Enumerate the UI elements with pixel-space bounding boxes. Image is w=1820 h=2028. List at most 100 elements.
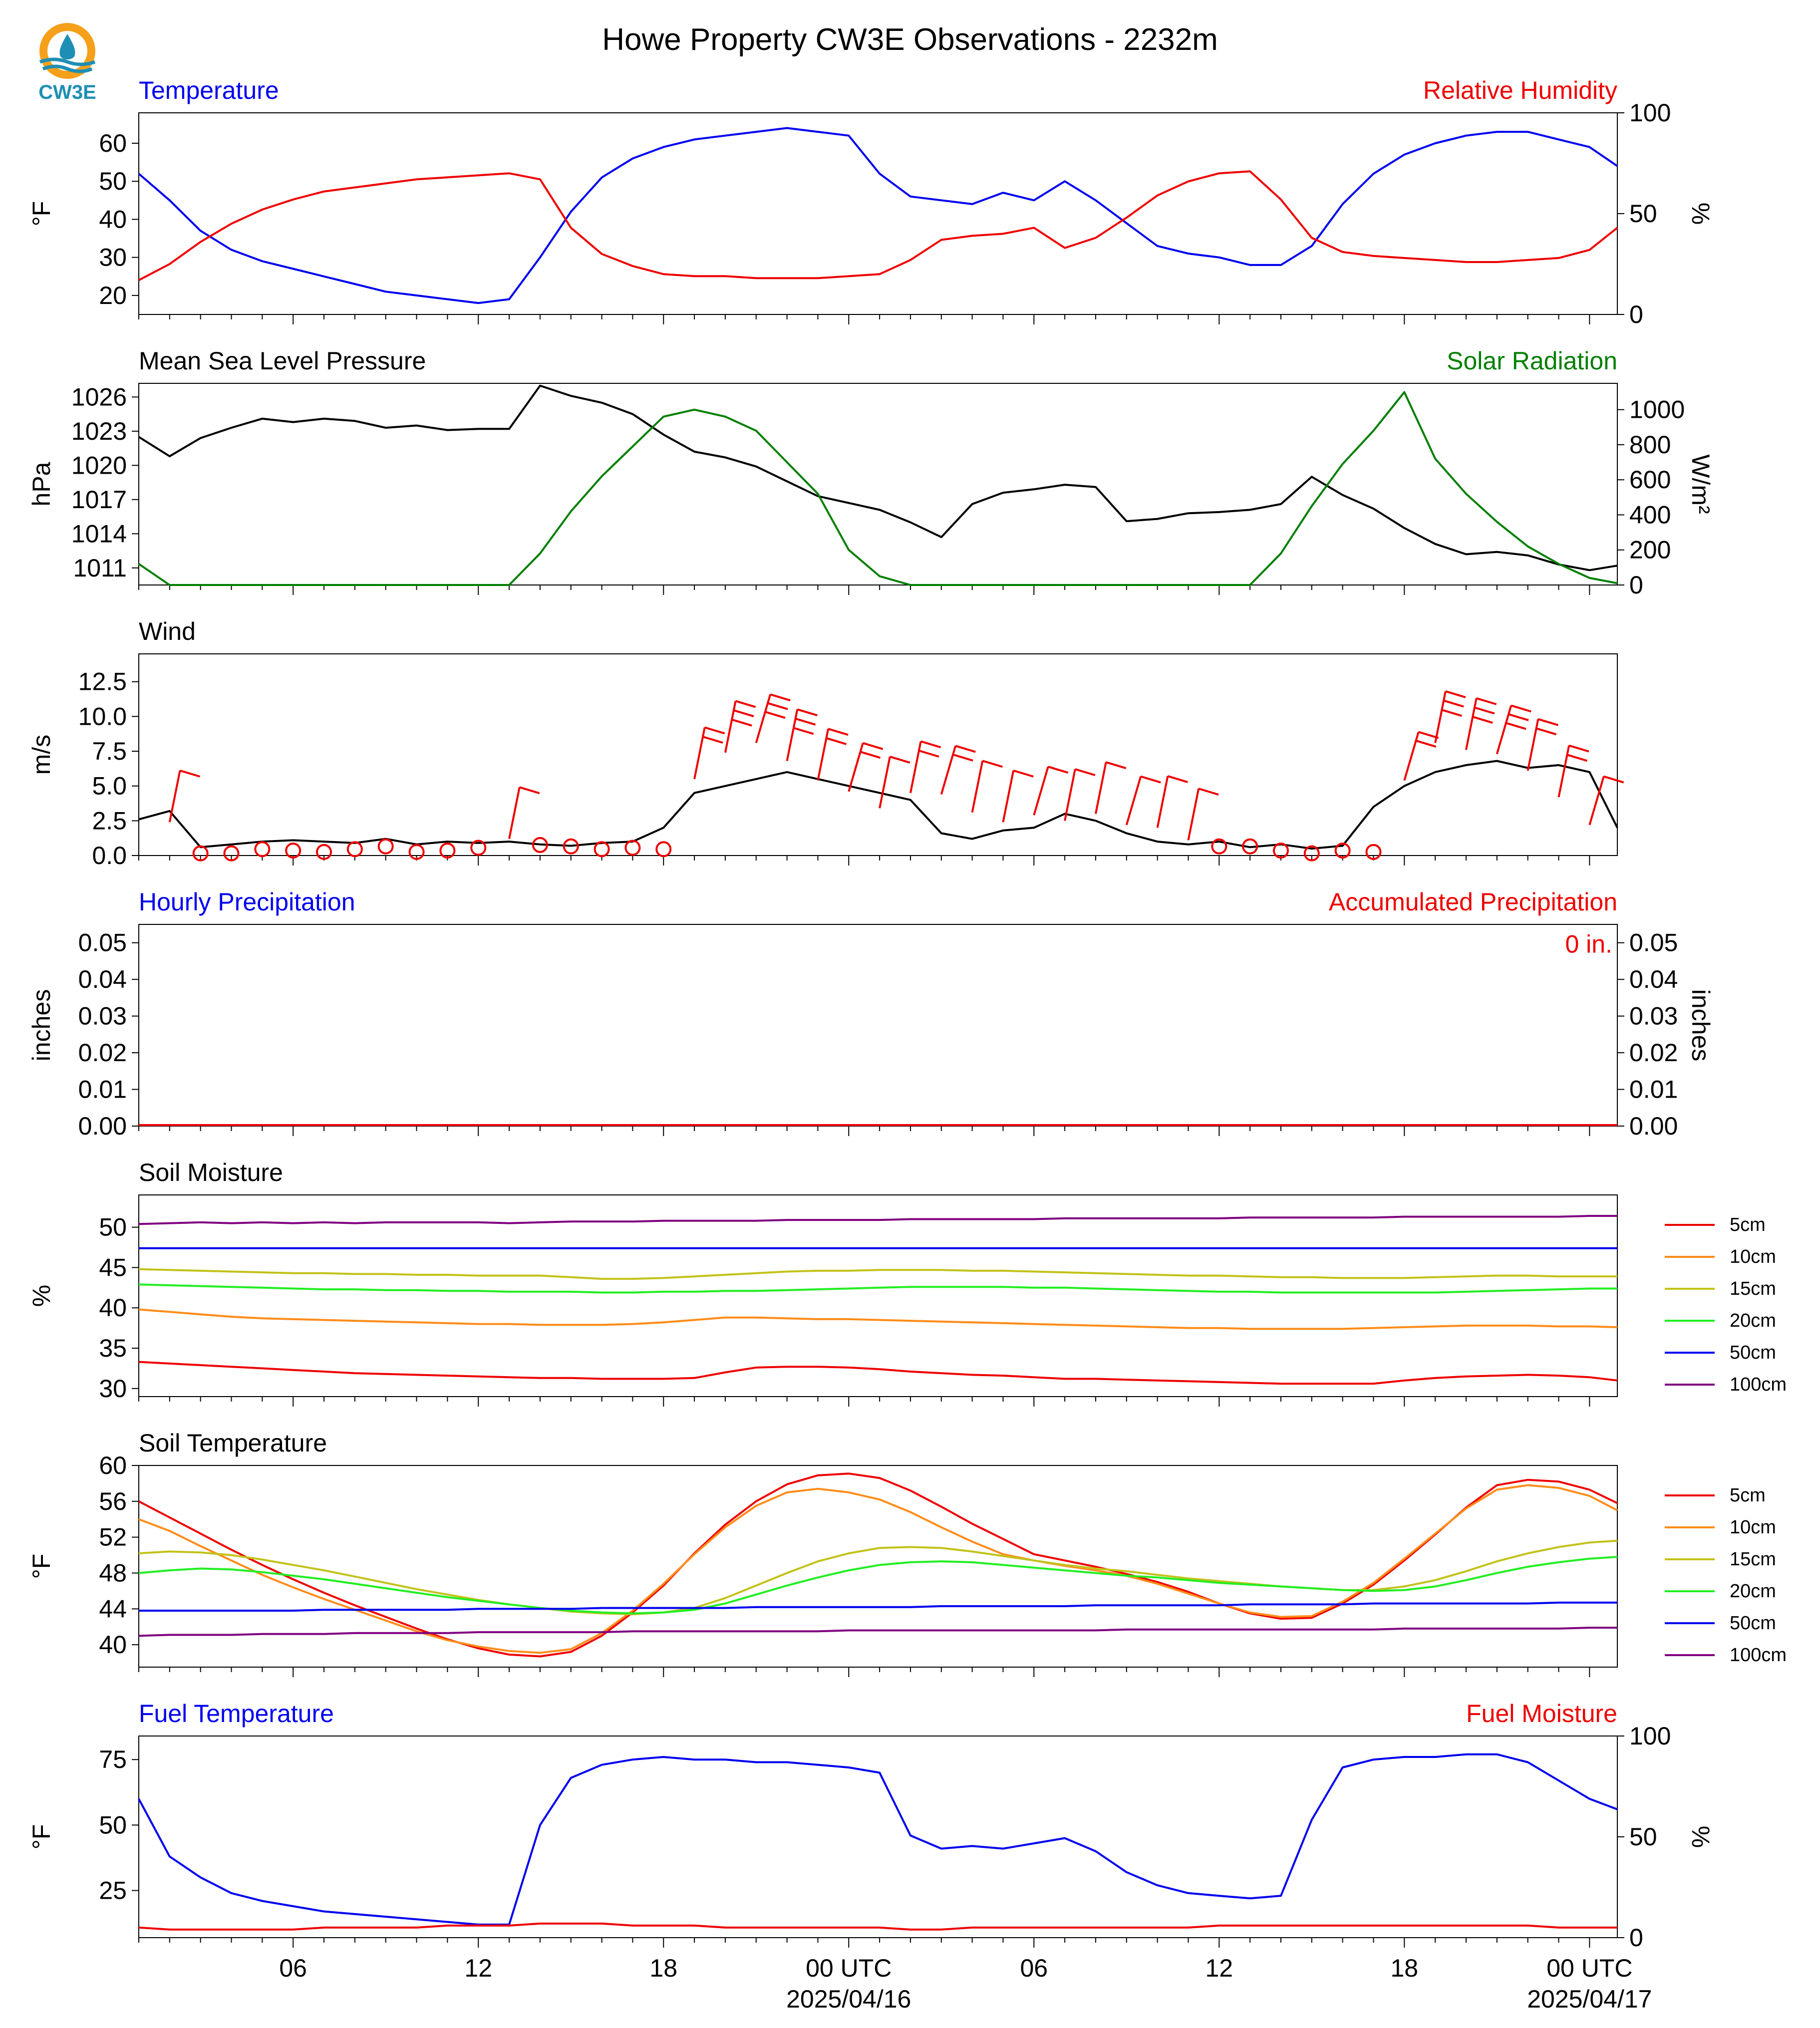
wind-barb-flag (731, 718, 752, 727)
panel-right-title: Relative Humidity (1423, 76, 1617, 104)
y2-tick-label: 0 (1629, 1924, 1643, 1952)
legend-label: 100cm (1730, 1374, 1787, 1395)
x-tick-label: 12 (1205, 1954, 1233, 1982)
y2-tick-label: 600 (1629, 466, 1671, 494)
y2-tick-label: 400 (1629, 501, 1671, 529)
y-tick-label: 75 (99, 1745, 127, 1773)
panel-left-title: Soil Moisture (139, 1159, 283, 1186)
wind-barb-flag (702, 736, 723, 744)
wind-barb-calm (316, 844, 332, 860)
wind-barb-flag (1537, 718, 1558, 726)
wind-barb-flag (1198, 788, 1219, 796)
y-tick-label: 60 (99, 1451, 127, 1479)
y-tick-label: 50 (99, 1213, 127, 1241)
panel-frame (138, 1194, 1618, 1397)
wind-barb-staff (1434, 691, 1447, 743)
wind-barb-calm (532, 837, 548, 853)
panel-soil-temperature: Soil Temperature 40 44 48 52 56 60 °F 5cm 10cm 15c… (27, 1429, 1787, 1677)
y2-tick-label: 0.05 (1629, 929, 1678, 957)
series-line-50cm (139, 1601, 1617, 1612)
y2-tick-label: 0.03 (1629, 1002, 1678, 1030)
wind-barb-calm (1334, 843, 1351, 859)
wind-barb-flag (1472, 716, 1493, 724)
wind-barb-flag (863, 742, 884, 750)
series-line-5cm (138, 1361, 1618, 1385)
y2-axis-label: % (1687, 203, 1715, 225)
wind-barb-flag (1568, 744, 1589, 753)
page-title: Howe Property CW3E Observations - 2232m (602, 22, 1218, 57)
y2-axis-label: % (1687, 1826, 1715, 1848)
y-tick-label: 30 (99, 244, 127, 272)
wind-barb-flag (1476, 697, 1497, 705)
series-line-mean-sea-level-pressure (138, 384, 1618, 572)
y-tick-label: 35 (99, 1334, 127, 1362)
x-tick-label: 00 UTC (806, 1954, 892, 1982)
wind-barb-flag (1443, 699, 1464, 708)
wind-barb-staff (1187, 788, 1200, 841)
wind-barb-flag (1167, 775, 1188, 783)
wind-barb-flag (1474, 706, 1495, 715)
wind-barb-staff (168, 770, 181, 823)
x-tick-label: 00 UTC (1546, 1954, 1632, 1982)
y2-tick-label: 0.04 (1629, 965, 1678, 993)
y-tick-label: 60 (99, 129, 127, 157)
y-axis-label: °F (27, 1554, 55, 1579)
panels: Temperature Relative Humidity203040506005… (27, 76, 1787, 2013)
wind-barb-flag (795, 717, 816, 726)
wind-barb-calm (1303, 845, 1320, 862)
wind-barb-flag (1603, 775, 1624, 784)
y-tick-label: 30 (99, 1375, 127, 1403)
y2-tick-label: 1000 (1629, 396, 1685, 424)
y-tick-label: 1017 (71, 486, 127, 514)
y-tick-label: 12.5 (78, 668, 127, 696)
series-line-wind-speed (138, 760, 1618, 850)
legend-label: 50cm (1730, 1342, 1776, 1363)
series-line-fuel-temperature (138, 1753, 1618, 1926)
y-tick-label: 20 (99, 282, 127, 309)
wind-barb-flag (1536, 727, 1557, 736)
y2-tick-label: 50 (1629, 1823, 1657, 1851)
panel-right-title: Accumulated Precipitation (1329, 888, 1617, 916)
wind-barb-flag (1013, 769, 1034, 778)
panel-right-title: Solar Radiation (1447, 347, 1617, 375)
y-tick-label: 0.01 (78, 1076, 127, 1104)
accumulated-total-label: 0 in. (1565, 930, 1612, 958)
y-tick-label: 5.0 (92, 772, 127, 800)
y-tick-label: 1023 (71, 417, 127, 445)
wind-barb-flag (982, 760, 1003, 768)
series-line-100cm (138, 1627, 1617, 1637)
series-line-15cm (138, 1268, 1617, 1280)
y-tick-label: 10.0 (78, 702, 127, 730)
y-tick-label: 0.04 (78, 965, 127, 993)
y-tick-label: 0.0 (92, 842, 127, 869)
wind-barb-flag (918, 749, 939, 758)
wind-barb-calm (594, 841, 610, 858)
wind-barb-flag (767, 702, 788, 710)
panel-frame (138, 653, 1618, 856)
series-line-100cm (138, 1215, 1617, 1225)
y-tick-label: 1011 (73, 554, 127, 582)
wind-barb-flag (704, 726, 725, 735)
wind-barb-flag (860, 751, 881, 759)
y2-axis-label: inches (1687, 989, 1715, 1062)
wind-barb-calm (254, 841, 271, 858)
wind-barb-flag (1441, 709, 1462, 717)
wind-barb-staff (508, 787, 521, 839)
y-axis-label: °F (27, 1824, 55, 1850)
x-tick-label: 12 (464, 1954, 492, 1982)
series-line-fuel-moisture (138, 1922, 1617, 1931)
series-line-5cm (138, 1472, 1618, 1658)
wind-barb-staff (1557, 745, 1570, 798)
wind-barb-calm (470, 840, 487, 856)
wind-barb-staff (817, 728, 830, 781)
y-axis-label: m/s (27, 735, 55, 775)
wind-barb-flag (1508, 713, 1529, 721)
x-tick-label: 18 (649, 1954, 677, 1982)
y-tick-label: 52 (99, 1523, 127, 1551)
wind-barb-calm (1211, 838, 1227, 855)
wind-barb-staff (1496, 705, 1513, 755)
y-tick-label: 1014 (71, 520, 127, 548)
wind-barb-flag (1566, 754, 1588, 762)
